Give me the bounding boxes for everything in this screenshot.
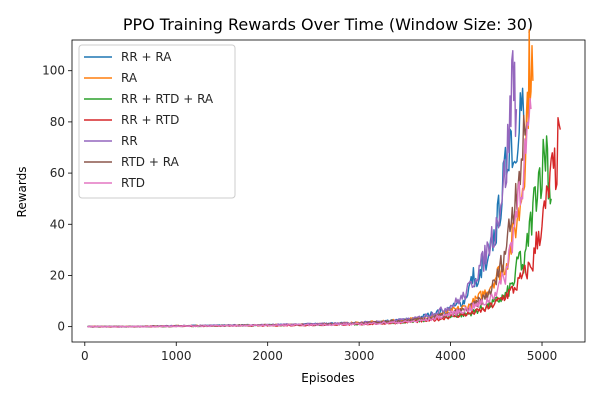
x-tick-label: 5000	[527, 349, 558, 363]
legend-label: RTD	[121, 176, 145, 190]
legend-label: RTD + RA	[121, 155, 180, 169]
y-tick-label: 20	[50, 268, 65, 282]
y-tick-label: 80	[50, 115, 65, 129]
y-axis-label: Rewards	[15, 167, 29, 218]
y-axis: 0 20 40 60 80 100	[42, 64, 72, 334]
y-tick-label: 0	[57, 320, 65, 334]
x-tick-label: 1000	[161, 349, 192, 363]
legend-label: RR + RTD	[121, 113, 179, 127]
x-tick-label: 0	[81, 349, 89, 363]
legend-label: RR + RA	[121, 50, 172, 64]
x-axis: 0 1000 2000 3000 4000 5000	[81, 342, 557, 363]
legend-label: RA	[121, 71, 138, 85]
y-tick-label: 100	[42, 64, 65, 78]
y-tick-label: 60	[50, 166, 65, 180]
legend-box	[78, 44, 236, 199]
x-tick-label: 3000	[344, 349, 375, 363]
y-tick-label: 40	[50, 217, 65, 231]
x-axis-label: Episodes	[301, 371, 354, 385]
legend-label: RR	[121, 134, 138, 148]
legend-label: RR + RTD + RA	[121, 92, 214, 106]
plot-frame	[71, 39, 586, 343]
plot-area	[71, 29, 586, 343]
series-line-6	[87, 97, 532, 328]
legend: RR + RA RA RR + RTD + RA RR + RTD RR RTD + RA…	[78, 44, 236, 199]
chart-title: PPO Training Rewards Over Time (Window S…	[123, 15, 533, 34]
x-tick-label: 4000	[435, 349, 466, 363]
x-tick-label: 2000	[252, 349, 283, 363]
